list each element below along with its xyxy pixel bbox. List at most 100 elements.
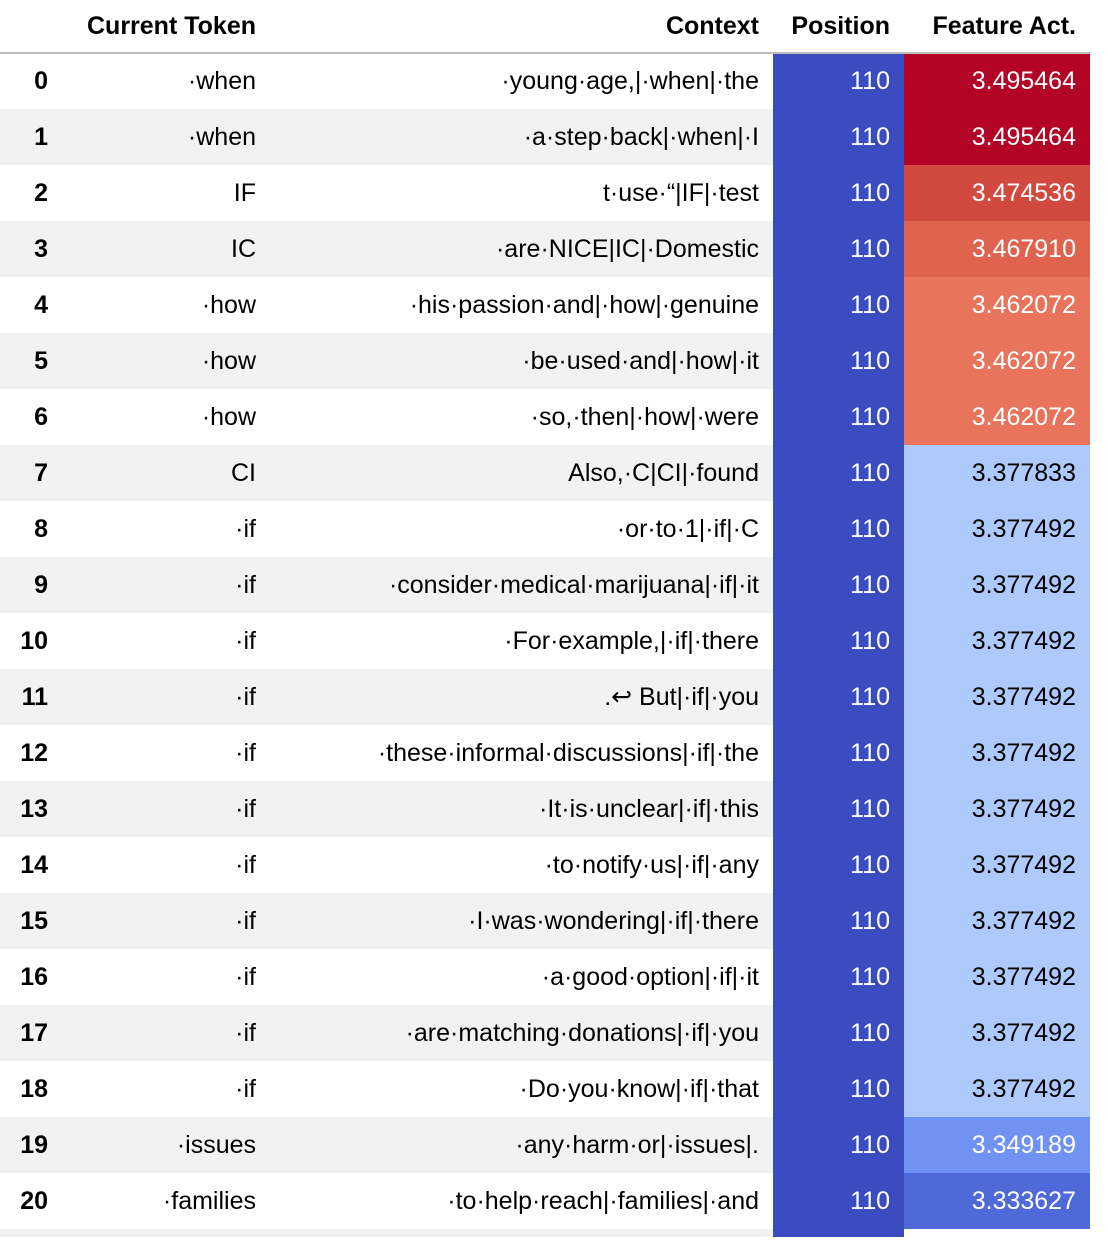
current-token-cell: ·how — [201, 402, 256, 431]
feature-act-cell: 3.377492 — [904, 781, 1090, 837]
header-index — [0, 0, 60, 54]
current-token-cell: CI — [231, 458, 256, 487]
table-row: 14 ·if ·to·notify·us|·if|·any 110 3.377492 — [0, 837, 1090, 893]
context-cell: ·these·informal·discussions|·if|·the — [377, 738, 759, 767]
table-row: 12 ·if ·these·informal·discussions|·if|·th… — [0, 725, 1090, 781]
row-index: 12 — [20, 738, 48, 767]
current-token-cell: ·families — [162, 1186, 256, 1215]
feature-act-cell: 3.377492 — [904, 1061, 1090, 1117]
row-index: 14 — [20, 850, 48, 879]
feature-act-cell: 3.462072 — [904, 389, 1090, 445]
current-token-cell: ·if — [235, 1074, 256, 1103]
position-cell: 110 — [773, 1117, 904, 1173]
context-cell: ·a·step·back|·when|·I — [523, 122, 759, 151]
context-cell: ·It·is·unclear|·if|·this — [539, 794, 759, 823]
current-token-cell: IF — [233, 178, 256, 207]
current-token-cell: IC — [231, 234, 256, 263]
table-row: 20 ·families ·to·help·reach|·families|·and… — [0, 1173, 1090, 1229]
table-row: 18 ·if ·Do·you·know|·if|·that 110 3.377492 — [0, 1061, 1090, 1117]
position-cell: 110 — [773, 333, 904, 389]
row-index: 2 — [34, 178, 48, 207]
feature-act-cell: 3.377492 — [904, 837, 1090, 893]
feature-act-cell: 3.333627 — [904, 1173, 1090, 1229]
row-index: 6 — [34, 402, 48, 431]
table-row: 0 ·when ·young·age,|·when|·the 110 3.495464 — [0, 53, 1090, 109]
row-index: 15 — [20, 906, 48, 935]
header-row: Current Token Context Position Feature A… — [0, 0, 1090, 54]
position-cell: 110 — [773, 837, 904, 893]
table-body: 0 ·when ·young·age,|·when|·the 110 3.495464 1… — [0, 53, 1090, 1229]
context-cell: ·I·was·wondering|·if|·there — [468, 906, 759, 935]
table-row: 1 ·when ·a·step·back|·when|·I 110 3.495464 — [0, 109, 1090, 165]
position-cell: 110 — [773, 389, 904, 445]
table-row: 16 ·if ·a·good·option|·if|·it 110 3.377492 — [0, 949, 1090, 1005]
feature-act-cell: 3.495464 — [904, 109, 1090, 165]
context-cell: ·Do·you·know|·if|·that — [519, 1074, 759, 1103]
position-cell: 110 — [773, 1173, 904, 1229]
feature-activation-table: Current Token Context Position Feature A… — [0, 0, 1090, 1229]
context-cell: t·use·“|IF|·test — [602, 178, 759, 207]
position-cell: 110 — [773, 501, 904, 557]
context-cell: Also,·C|CI|·found — [568, 458, 759, 487]
current-token-cell: ·if — [235, 738, 256, 767]
table-row: 15 ·if ·I·was·wondering|·if|·there 110 3.377… — [0, 893, 1090, 949]
position-cell: 110 — [773, 277, 904, 333]
row-index: 3 — [34, 234, 48, 263]
current-token-cell: ·if — [235, 514, 256, 543]
feature-act-cell: 3.495464 — [904, 53, 1090, 109]
table-row: 10 ·if ·For·example,|·if|·there 110 3.377492 — [0, 613, 1090, 669]
row-index: 9 — [34, 570, 48, 599]
row-index: 10 — [20, 626, 48, 655]
row-index: 8 — [34, 514, 48, 543]
current-token-cell: ·if — [235, 850, 256, 879]
position-cell: 110 — [773, 613, 904, 669]
context-cell: ·a·good·option|·if|·it — [541, 962, 759, 991]
current-token-cell: ·if — [235, 626, 256, 655]
table-row: 5 ·how ·be·used·and|·how|·it 110 3.462072 — [0, 333, 1090, 389]
table-row: 17 ·if ·are·matching·donations|·if|·you 110… — [0, 1005, 1090, 1061]
table-row: 9 ·if ·consider·medical·marijuana|·if|·it 1… — [0, 557, 1090, 613]
table-row: 8 ·if ·or·to·1|·if|·C 110 3.377492 — [0, 501, 1090, 557]
table-row: 11 ·if .↩ But|·if|·you 110 3.377492 — [0, 669, 1090, 725]
table-row: 4 ·how ·his·passion·and|·how|·genuine 110 3.… — [0, 277, 1090, 333]
position-cell: 110 — [773, 109, 904, 165]
context-cell: ·are·NICE|IC|·Domestic — [495, 234, 759, 263]
row-index: 1 — [34, 122, 48, 151]
feature-act-cell: 3.377492 — [904, 501, 1090, 557]
feature-act-cell: 3.474536 — [904, 165, 1090, 221]
position-cell: 110 — [773, 893, 904, 949]
position-cell: 110 — [773, 445, 904, 501]
position-cell: 110 — [773, 1061, 904, 1117]
context-cell: ·For·example,|·if|·there — [504, 626, 759, 655]
position-cell: 110 — [773, 669, 904, 725]
feature-act-cell: 3.377492 — [904, 557, 1090, 613]
row-index: 13 — [20, 794, 48, 823]
row-index: 16 — [20, 962, 48, 991]
table-row: 2 IF t·use·“|IF|·test 110 3.474536 — [0, 165, 1090, 221]
feature-act-cell: 3.349189 — [904, 1117, 1090, 1173]
row-index: 7 — [34, 458, 48, 487]
current-token-cell: ·how — [201, 290, 256, 319]
row-index: 20 — [20, 1186, 48, 1215]
context-cell: ·young·age,|·when|·the — [501, 67, 759, 95]
context-cell: ·consider·medical·marijuana|·if|·it — [388, 570, 759, 599]
context-cell: ·or·to·1|·if|·C — [616, 514, 759, 543]
current-token-cell: ·issues — [176, 1130, 256, 1159]
feature-act-cell: 3.377492 — [904, 949, 1090, 1005]
table-row: 19 ·issues ·any·harm·or|·issues|. 110 3.3491… — [0, 1117, 1090, 1173]
current-token-cell: ·if — [235, 794, 256, 823]
table-row: 7 CI Also,·C|CI|·found 110 3.377833 — [0, 445, 1090, 501]
current-token-cell: ·if — [235, 570, 256, 599]
position-cell: 110 — [773, 725, 904, 781]
position-cell: 110 — [773, 557, 904, 613]
position-cell: 110 — [773, 949, 904, 1005]
current-token-cell: ·if — [235, 906, 256, 935]
row-index: 17 — [20, 1018, 48, 1047]
current-token-cell: ·how — [201, 346, 256, 375]
feature-act-cell: 3.377492 — [904, 669, 1090, 725]
feature-act-cell: 3.462072 — [904, 277, 1090, 333]
feature-act-cell: 3.377833 — [904, 445, 1090, 501]
table-row: 3 IC ·are·NICE|IC|·Domestic 110 3.467910 — [0, 221, 1090, 277]
header-current-token: Current Token — [60, 0, 270, 54]
context-cell: ·his·passion·and|·how|·genuine — [409, 290, 759, 319]
